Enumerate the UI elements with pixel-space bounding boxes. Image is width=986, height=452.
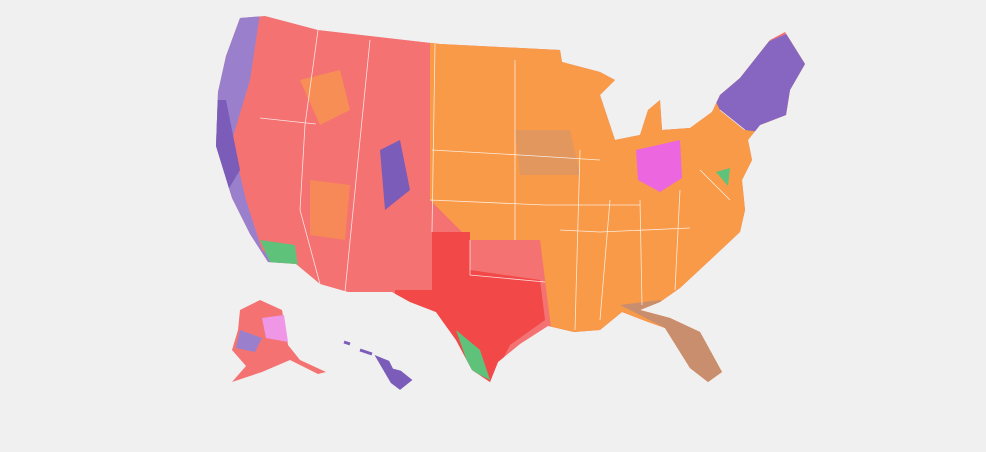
alaska — [232, 300, 326, 382]
region — [636, 140, 682, 192]
hawaii — [343, 340, 413, 390]
region — [620, 300, 722, 382]
region — [216, 100, 240, 200]
region — [236, 330, 262, 352]
region — [515, 130, 580, 175]
region — [310, 180, 350, 240]
region — [262, 315, 288, 342]
region — [395, 232, 545, 382]
region — [380, 140, 410, 210]
region — [716, 168, 730, 186]
region — [456, 330, 490, 380]
region — [260, 240, 298, 268]
region — [300, 70, 350, 125]
